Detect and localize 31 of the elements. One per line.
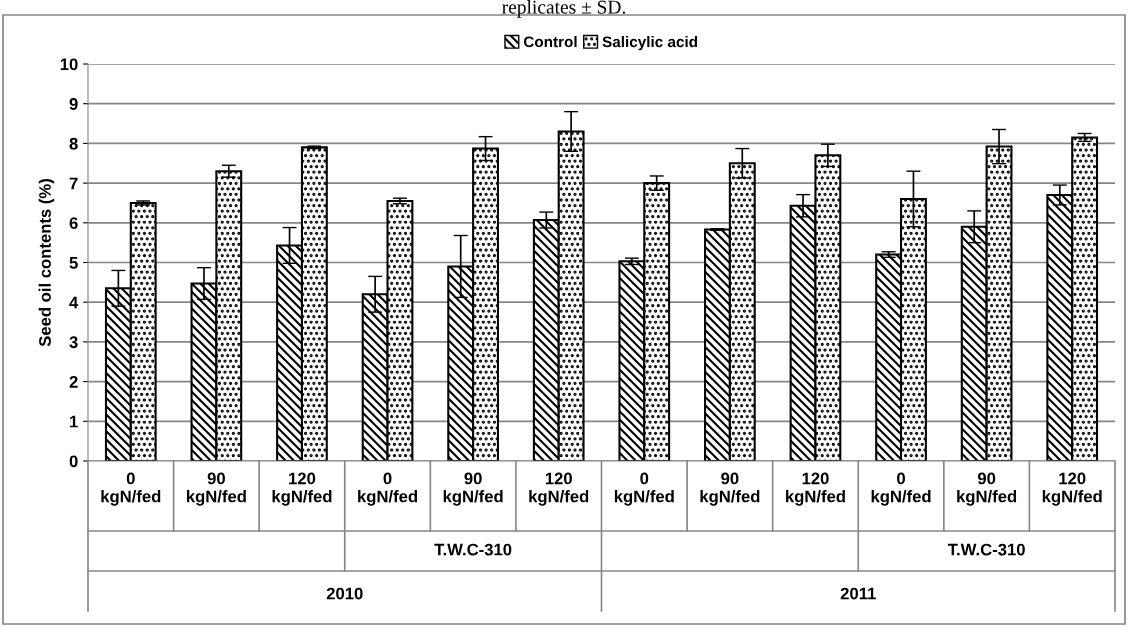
y-tick-label: 4 bbox=[69, 296, 79, 309]
x-tick-label: 0 kgN/fed bbox=[871, 472, 931, 506]
y-tick-label: 0 bbox=[69, 455, 78, 468]
y-tick-label: 3 bbox=[69, 336, 78, 349]
y-tick-label: 8 bbox=[69, 137, 78, 150]
text: 2010 bbox=[326, 587, 363, 600]
y-tick-label: 9 bbox=[69, 98, 78, 110]
text: 2011 bbox=[840, 587, 876, 600]
y-tick-label: 5 bbox=[69, 257, 78, 269]
y-tick-label: 2 bbox=[69, 376, 78, 388]
x-tick-label: 120 kgN/fed bbox=[272, 472, 332, 506]
x-tick-label: 0 kgN/fed bbox=[614, 472, 674, 506]
x-tick-label: 90 kgN/fed bbox=[186, 472, 246, 506]
y-axis-title: Seed oil contents (%) bbox=[38, 179, 55, 347]
y-tick-label: 6 bbox=[69, 217, 78, 229]
text: replicates ± SD. bbox=[502, 0, 626, 18]
x-tick-label: 120 kgN/fed bbox=[786, 472, 845, 506]
x-tick-label: 90 kgN/fed bbox=[700, 472, 760, 506]
y-tick-label: 7 bbox=[69, 177, 78, 190]
x-tick-label: 0 kgN/fed bbox=[358, 472, 417, 506]
y-tick-label: 1 bbox=[70, 415, 78, 428]
legend-label: Salicylic acid bbox=[602, 36, 698, 51]
x-tick-label: 0 kgN/fed bbox=[101, 472, 161, 506]
y-tick-label: 10 bbox=[60, 58, 78, 71]
text: T.W.C-310 bbox=[434, 543, 512, 556]
x-tick-label: 90 kgN/fed bbox=[443, 472, 503, 506]
x-tick-label: 120 kgN/fed bbox=[529, 472, 589, 506]
x-tick-label: 90 kgN/fed bbox=[957, 472, 1017, 506]
legend-label: Control bbox=[523, 36, 577, 48]
x-tick-label: 120 kgN/fed bbox=[1042, 472, 1102, 506]
text: T.W.C-310 bbox=[947, 543, 1025, 556]
